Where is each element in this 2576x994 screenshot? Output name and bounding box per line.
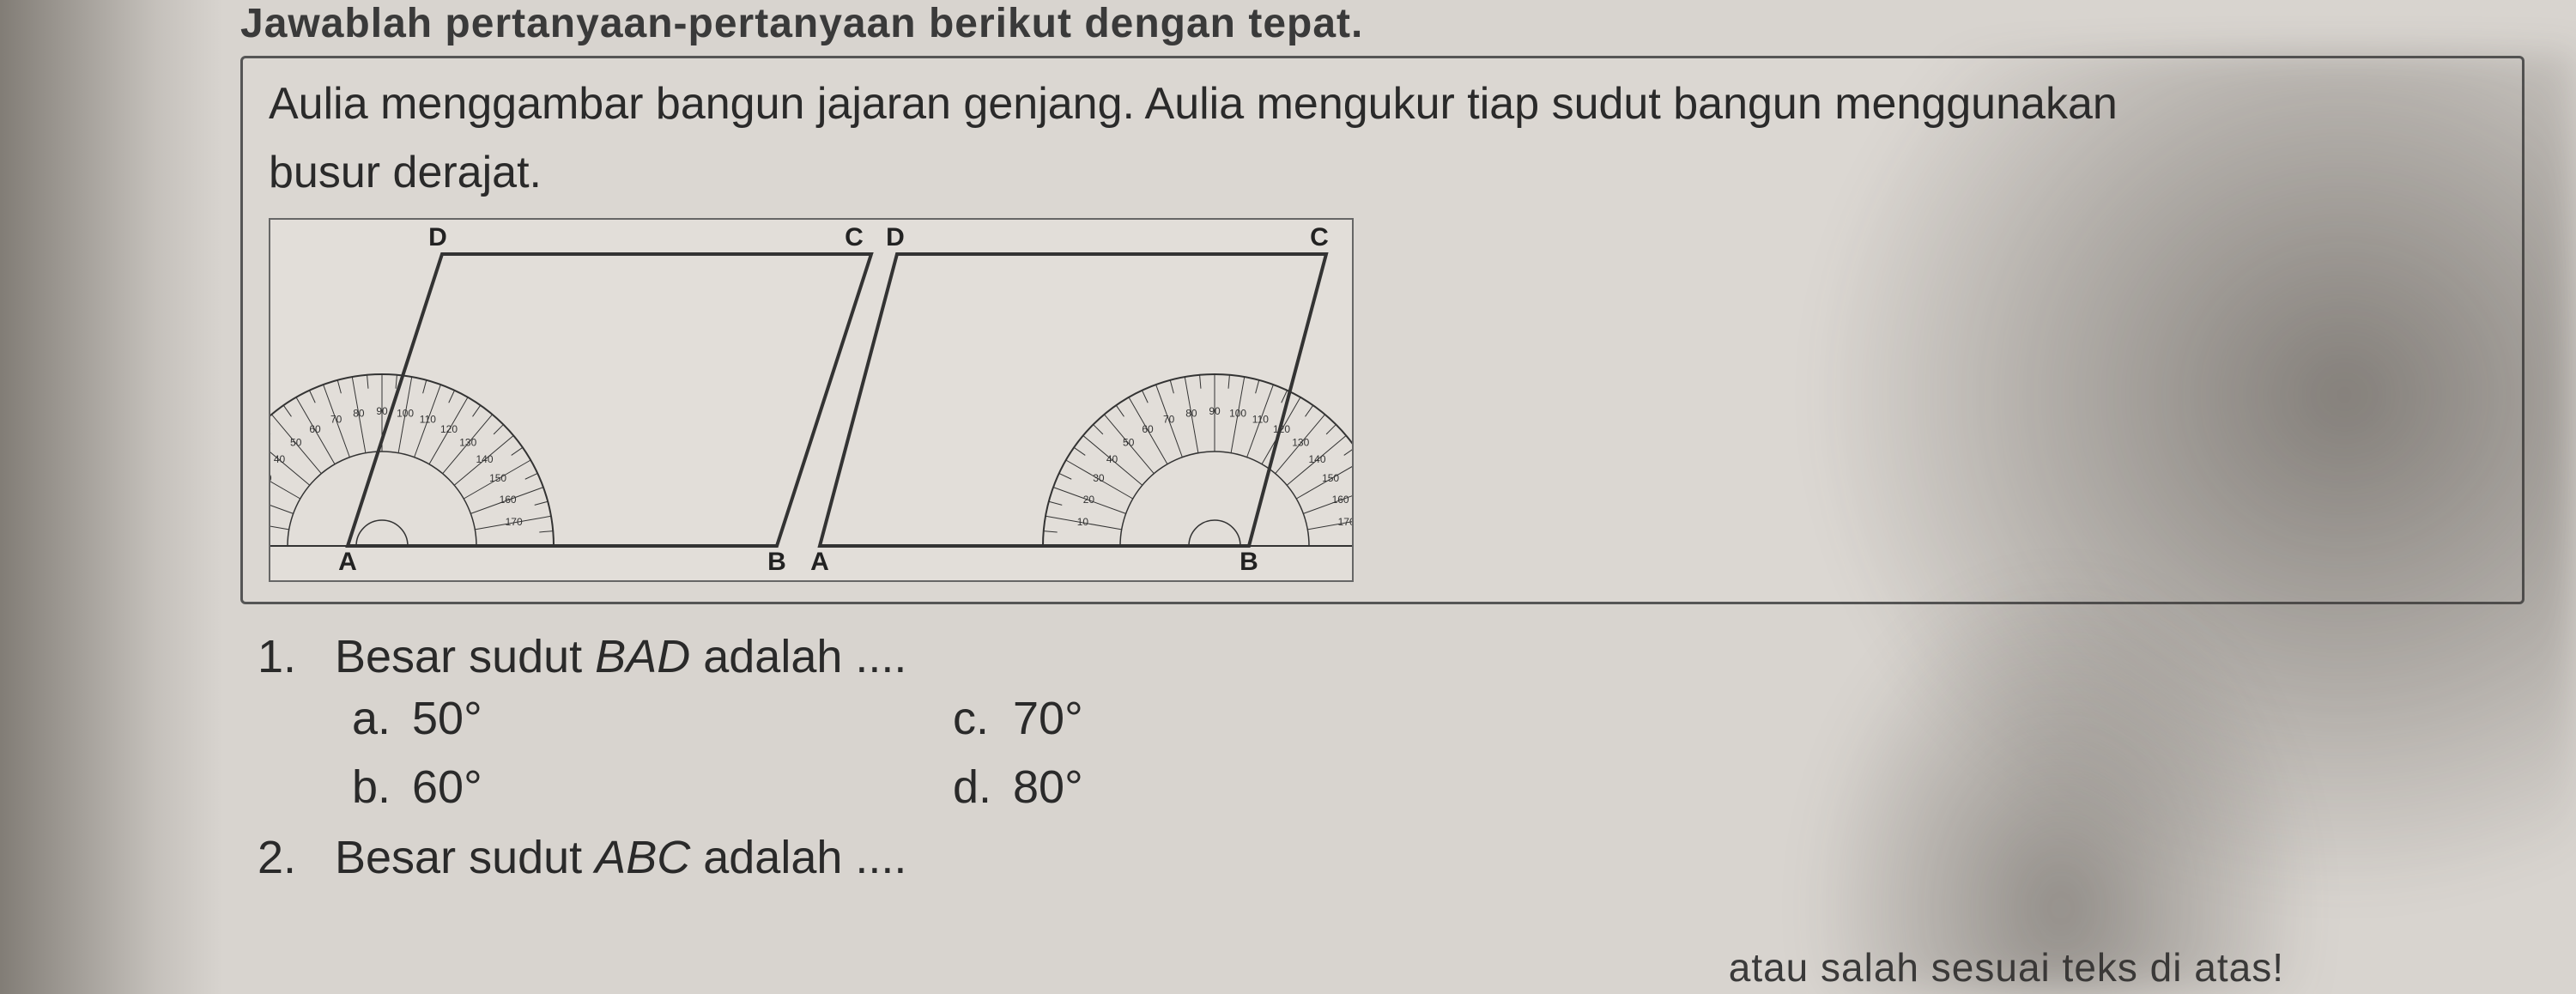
q1-angle-name: BAD	[595, 631, 690, 682]
svg-text:C: C	[1310, 223, 1329, 252]
q1-stem-prefix: Besar sudut	[335, 631, 595, 682]
svg-text:70: 70	[1163, 414, 1175, 426]
option-letter: b.	[352, 761, 412, 814]
q1-option-d[interactable]: d. 80°	[953, 761, 1554, 814]
svg-text:90: 90	[1209, 406, 1221, 418]
svg-text:70: 70	[330, 414, 342, 426]
svg-text:D: D	[886, 223, 905, 252]
parallelogram-figure: 1020304050607080901001101201301401501601…	[269, 218, 1354, 582]
q1-option-a[interactable]: a. 50°	[352, 692, 953, 745]
footer-cutoff-text: atau salah sesuai teks di atas!	[1729, 944, 2284, 991]
svg-text:A: A	[810, 548, 829, 576]
svg-text:30: 30	[1093, 473, 1105, 485]
question-2: 2. Besar sudut ABC adalah ....	[258, 831, 2524, 884]
option-letter: a.	[352, 692, 412, 745]
option-value: 60°	[412, 761, 482, 814]
svg-text:20: 20	[1083, 494, 1095, 506]
svg-text:B: B	[1240, 548, 1258, 576]
svg-text:140: 140	[476, 453, 493, 465]
option-value: 50°	[412, 692, 482, 745]
svg-text:60: 60	[309, 423, 321, 435]
svg-text:60: 60	[1142, 423, 1154, 435]
svg-text:110: 110	[420, 414, 436, 426]
svg-text:10: 10	[1077, 516, 1089, 528]
problem-context-box: Aulia menggambar bangun jajaran genjang.…	[240, 56, 2524, 604]
q2-angle-name: ABC	[595, 832, 690, 883]
svg-text:100: 100	[1229, 408, 1246, 420]
svg-text:160: 160	[1332, 494, 1349, 506]
svg-text:150: 150	[489, 473, 506, 485]
option-letter: c.	[953, 692, 1013, 745]
q1-options: a. 50° c. 70° b. 60° d. 80°	[352, 692, 2524, 814]
svg-text:40: 40	[1106, 453, 1118, 465]
context-line-2: busur derajat.	[269, 142, 2496, 203]
q2-stem-suffix: adalah ....	[690, 832, 906, 883]
q1-stem-suffix: adalah ....	[690, 631, 906, 682]
option-value: 80°	[1013, 761, 1083, 814]
svg-text:80: 80	[353, 408, 365, 420]
q1-number: 1.	[258, 630, 335, 683]
svg-text:50: 50	[290, 437, 302, 449]
svg-text:160: 160	[500, 494, 517, 506]
q2-stem: Besar sudut ABC adalah ....	[335, 831, 906, 884]
q1-option-b[interactable]: b. 60°	[352, 761, 953, 814]
option-value: 70°	[1013, 692, 1083, 745]
q2-stem-prefix: Besar sudut	[335, 832, 595, 883]
q1-stem: Besar sudut BAD adalah ....	[335, 630, 906, 683]
svg-text:170: 170	[506, 516, 523, 528]
svg-text:C: C	[845, 223, 864, 252]
svg-text:100: 100	[397, 408, 414, 420]
svg-text:110: 110	[1252, 414, 1269, 426]
svg-text:D: D	[428, 223, 447, 252]
svg-text:140: 140	[1308, 453, 1325, 465]
svg-text:130: 130	[459, 437, 476, 449]
q2-number: 2.	[258, 831, 335, 884]
svg-text:130: 130	[1292, 437, 1309, 449]
svg-text:B: B	[767, 548, 786, 576]
svg-text:40: 40	[274, 453, 286, 465]
svg-text:150: 150	[1322, 473, 1339, 485]
worksheet-page: Jawablah pertanyaan-pertanyaan berikut d…	[0, 0, 2576, 884]
q1-option-c[interactable]: c. 70°	[953, 692, 1554, 745]
svg-text:120: 120	[440, 423, 458, 435]
svg-text:80: 80	[1185, 408, 1197, 420]
svg-text:A: A	[338, 548, 357, 576]
context-line-1: Aulia menggambar bangun jajaran genjang.…	[269, 74, 2496, 134]
svg-text:90: 90	[376, 406, 388, 418]
option-letter: d.	[953, 761, 1013, 814]
svg-text:170: 170	[1338, 516, 1352, 528]
section-instruction: Jawablah pertanyaan-pertanyaan berikut d…	[240, 0, 2524, 47]
svg-text:50: 50	[1123, 437, 1135, 449]
question-1: 1. Besar sudut BAD adalah ....	[258, 630, 2524, 683]
